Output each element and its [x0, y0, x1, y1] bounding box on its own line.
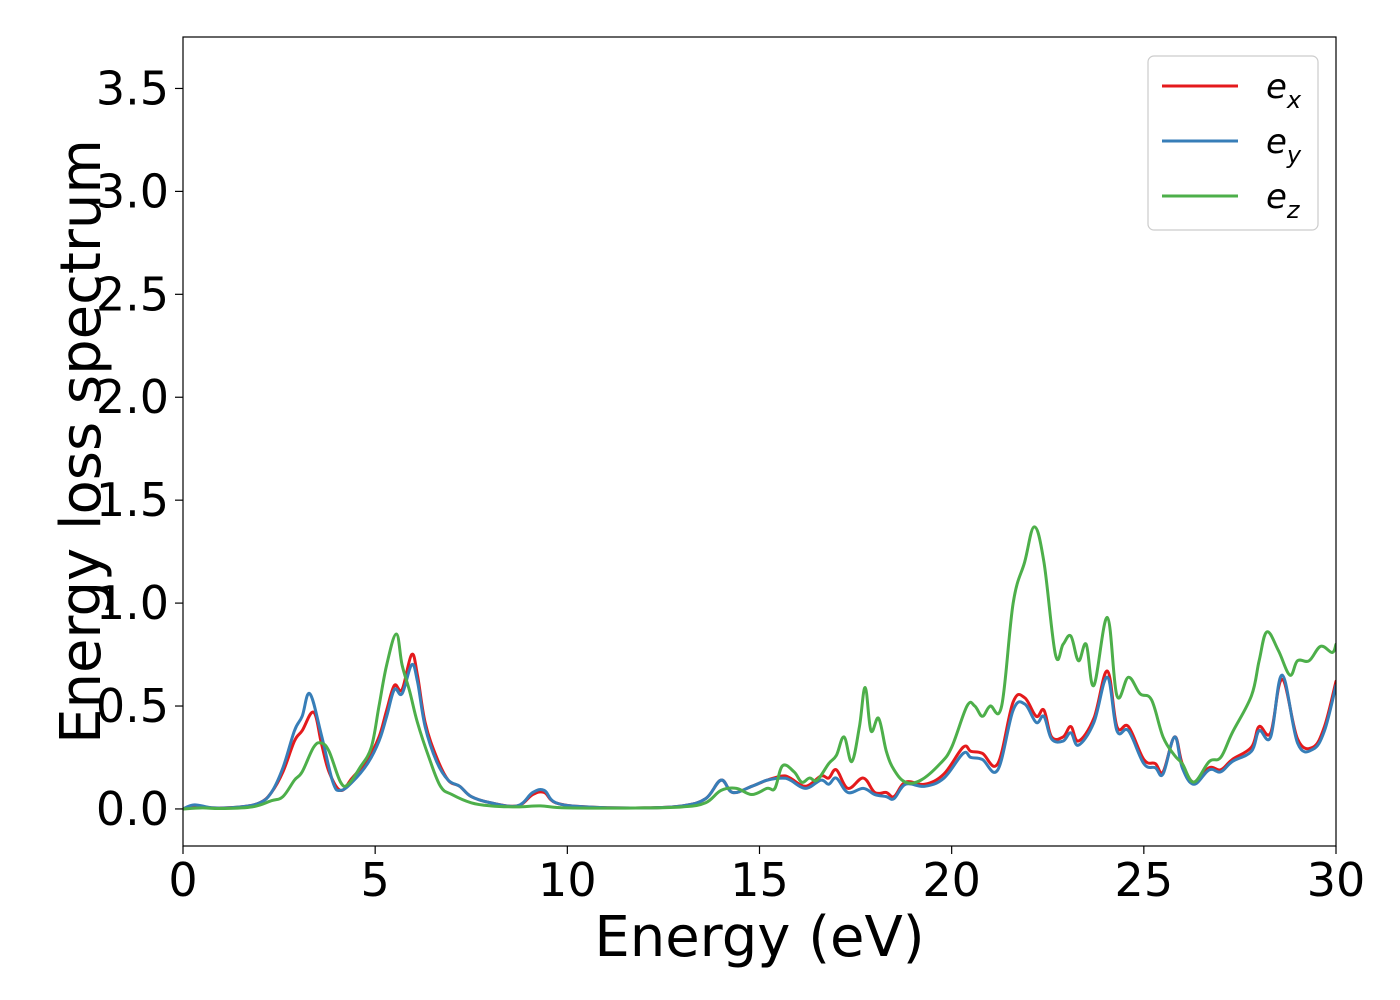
y-axis-title: Energy loss spectrum [49, 139, 114, 744]
legend-label-subscript: y [1286, 141, 1302, 169]
legend-box [1147, 55, 1319, 231]
y-tick-label: 3.5 [96, 61, 169, 115]
legend-label-base: e [1266, 67, 1287, 107]
y-tick-label: 2.5 [96, 267, 169, 321]
legend-label-subscript: x [1286, 86, 1302, 114]
x-tick-label: 30 [1307, 853, 1366, 907]
x-tick-label: 15 [730, 853, 789, 907]
y-tick-label: 1.5 [96, 473, 169, 527]
x-tick-label: 25 [1115, 853, 1174, 907]
legend-label-y: ey [1266, 122, 1302, 169]
x-tick-label: 5 [361, 853, 390, 907]
legend-label-base: e [1266, 177, 1287, 217]
y-axis: 0.0 0.5 1.0 1.5 2.0 2.5 3.0 3.5 [96, 61, 183, 836]
x-axis: 0 5 10 15 20 25 30 [168, 846, 1365, 907]
x-tick-label: 0 [168, 853, 197, 907]
legend-label-base: e [1266, 122, 1287, 162]
x-tick-label: 10 [538, 853, 597, 907]
y-tick-label: 0.5 [96, 679, 169, 733]
y-tick-label: 3.0 [96, 164, 169, 218]
series-line-z [183, 525, 1336, 811]
y-tick-label: 0.0 [96, 782, 169, 836]
series-line-y [183, 662, 1336, 811]
legend-label-subscript: z [1286, 196, 1301, 224]
legend-label-x: ex [1266, 67, 1302, 114]
y-tick-label: 1.0 [96, 576, 169, 630]
x-axis-title: Energy (eV) [594, 905, 924, 970]
y-tick-label: 2.0 [96, 370, 169, 424]
series-layer [183, 525, 1336, 811]
x-tick-label: 20 [922, 853, 981, 907]
legend-label-z: ez [1266, 177, 1301, 224]
